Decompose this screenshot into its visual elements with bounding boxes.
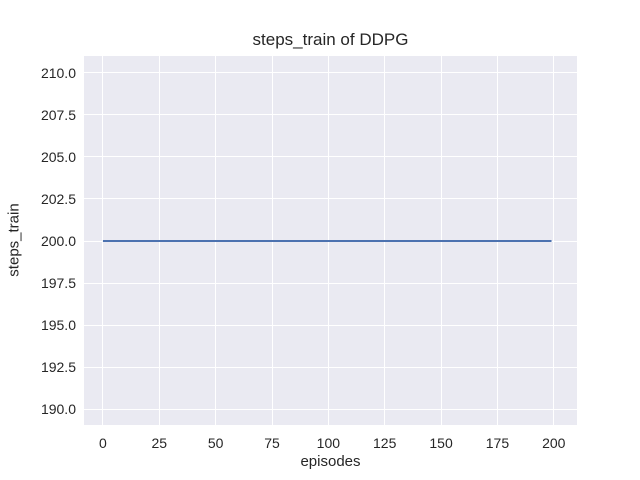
y-tick-label: 205.0 xyxy=(40,148,76,165)
gridline-horizontal xyxy=(84,72,577,74)
y-tick-label: 195.0 xyxy=(40,317,76,334)
gridline-horizontal xyxy=(84,324,577,326)
series-layer xyxy=(102,240,552,243)
y-tick-label: 197.5 xyxy=(40,275,76,291)
x-tick-label: 125 xyxy=(373,435,397,451)
x-tick-label: 25 xyxy=(151,435,168,451)
gridline-horizontal xyxy=(84,282,577,284)
x-tick-label: 75 xyxy=(264,435,280,451)
y-tick-label: 202.5 xyxy=(40,190,76,207)
x-tick-label: 200 xyxy=(542,435,566,451)
x-tick-label: 50 xyxy=(207,435,224,451)
y-tick-label: 207.5 xyxy=(40,106,76,123)
x-tick-label: 175 xyxy=(485,435,510,451)
x-tick-label: 150 xyxy=(429,435,453,451)
x-tick-label: 100 xyxy=(316,435,341,451)
gridline-horizontal xyxy=(84,156,577,158)
x-axis-label: episodes xyxy=(300,453,361,470)
chart-title: steps_train of DDPG xyxy=(252,30,409,49)
gridline-horizontal xyxy=(84,366,577,368)
gridline-horizontal xyxy=(84,408,577,410)
y-tick-label: 192.5 xyxy=(40,359,76,376)
x-tick-label: 0 xyxy=(99,435,107,451)
y-tick-label: 200.0 xyxy=(40,233,76,249)
y-tick-label: 210.0 xyxy=(40,64,76,81)
gridline-horizontal xyxy=(84,114,577,116)
y-tick-label: 190.0 xyxy=(40,401,76,418)
plot-area xyxy=(84,56,577,425)
gridline-horizontal xyxy=(84,198,577,200)
